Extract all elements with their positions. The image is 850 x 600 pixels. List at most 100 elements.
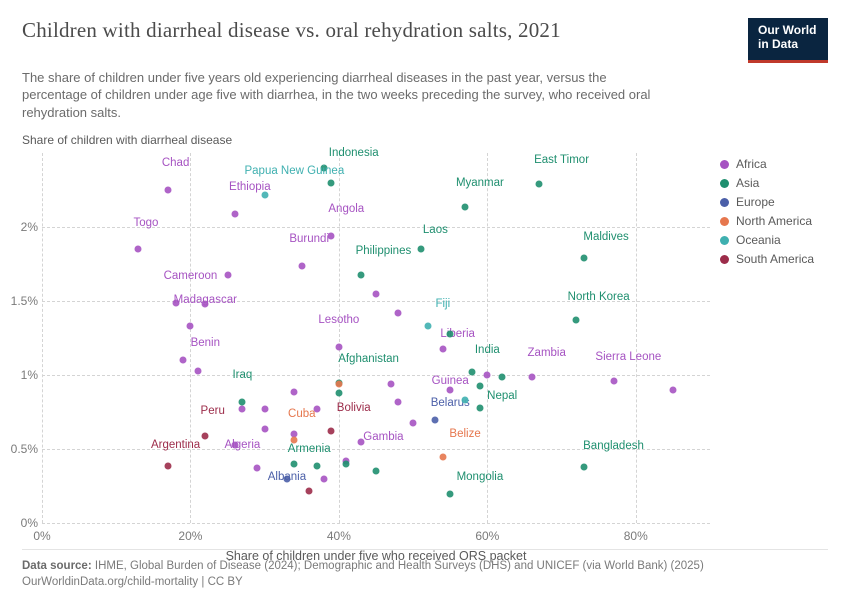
x-tick-label: 40% xyxy=(327,529,351,543)
data-point[interactable] xyxy=(187,323,194,330)
footer: Data source: IHME, Global Burden of Dise… xyxy=(22,549,828,590)
scatter-chart: Share of children with diarrheal disease… xyxy=(22,135,828,565)
data-point[interactable] xyxy=(432,416,439,423)
x-tick-label: 0% xyxy=(33,529,50,543)
legend-item[interactable]: Asia xyxy=(720,176,828,190)
gridline-vertical xyxy=(190,153,191,523)
point-label: Nepal xyxy=(487,390,517,402)
data-point[interactable] xyxy=(254,465,261,472)
data-point[interactable] xyxy=(669,387,676,394)
data-point[interactable] xyxy=(283,475,290,482)
data-point[interactable] xyxy=(462,397,469,404)
data-point[interactable] xyxy=(410,419,417,426)
data-point[interactable] xyxy=(335,389,342,396)
data-point[interactable] xyxy=(165,462,172,469)
data-point[interactable] xyxy=(395,310,402,317)
data-point[interactable] xyxy=(180,357,187,364)
data-point[interactable] xyxy=(172,299,179,306)
data-point[interactable] xyxy=(580,463,587,470)
data-point[interactable] xyxy=(231,441,238,448)
data-point[interactable] xyxy=(194,367,201,374)
data-point[interactable] xyxy=(573,317,580,324)
data-point[interactable] xyxy=(528,373,535,380)
data-point[interactable] xyxy=(224,271,231,278)
legend-label: Africa xyxy=(736,157,767,171)
data-point[interactable] xyxy=(291,388,298,395)
data-point[interactable] xyxy=(536,181,543,188)
y-tick-label: 0.5% xyxy=(10,442,38,456)
data-point[interactable] xyxy=(484,372,491,379)
data-point[interactable] xyxy=(424,323,431,330)
data-point[interactable] xyxy=(387,381,394,388)
data-point[interactable] xyxy=(469,369,476,376)
data-point[interactable] xyxy=(328,428,335,435)
data-point[interactable] xyxy=(321,475,328,482)
data-point[interactable] xyxy=(298,262,305,269)
data-point[interactable] xyxy=(580,255,587,262)
data-point[interactable] xyxy=(476,404,483,411)
gridline-vertical xyxy=(339,153,340,523)
legend-item[interactable]: Oceania xyxy=(720,233,828,247)
gridline-vertical xyxy=(487,153,488,523)
point-label: Sierra Leone xyxy=(595,351,661,363)
data-point[interactable] xyxy=(231,210,238,217)
x-tick-label: 60% xyxy=(475,529,499,543)
data-point[interactable] xyxy=(447,490,454,497)
data-point[interactable] xyxy=(335,381,342,388)
point-label: Chad xyxy=(162,157,190,169)
data-point[interactable] xyxy=(291,461,298,468)
legend-item[interactable]: South America xyxy=(720,252,828,266)
data-point[interactable] xyxy=(306,487,313,494)
footer-license: CC BY xyxy=(208,576,243,588)
data-point[interactable] xyxy=(358,271,365,278)
x-tick-label: 20% xyxy=(178,529,202,543)
legend-label: North America xyxy=(736,214,812,228)
data-point[interactable] xyxy=(462,203,469,210)
subtitle: The share of children under five years o… xyxy=(22,69,662,122)
data-point[interactable] xyxy=(447,330,454,337)
data-point[interactable] xyxy=(313,462,320,469)
data-point[interactable] xyxy=(447,387,454,394)
footer-link: OurWorldinData.org/child-mortality xyxy=(22,576,198,588)
data-point[interactable] xyxy=(476,382,483,389)
legend-item[interactable]: North America xyxy=(720,214,828,228)
y-axis-title: Share of children with diarrheal disease xyxy=(22,133,232,147)
gridline-vertical xyxy=(636,153,637,523)
data-point[interactable] xyxy=(439,345,446,352)
point-label: Bangladesh xyxy=(583,440,644,452)
data-point[interactable] xyxy=(261,191,268,198)
data-point[interactable] xyxy=(373,290,380,297)
data-point[interactable] xyxy=(313,406,320,413)
data-point[interactable] xyxy=(610,378,617,385)
data-point[interactable] xyxy=(417,246,424,253)
data-point[interactable] xyxy=(261,425,268,432)
data-point[interactable] xyxy=(321,165,328,172)
data-point[interactable] xyxy=(328,179,335,186)
data-point[interactable] xyxy=(358,438,365,445)
data-point[interactable] xyxy=(202,301,209,308)
point-label: Liberia xyxy=(440,328,475,340)
data-point[interactable] xyxy=(135,246,142,253)
point-label: Burundi xyxy=(289,233,329,245)
legend-swatch xyxy=(720,217,729,226)
legend-item[interactable]: Europe xyxy=(720,195,828,209)
data-point[interactable] xyxy=(239,406,246,413)
data-point[interactable] xyxy=(239,398,246,405)
data-point[interactable] xyxy=(261,406,268,413)
data-point[interactable] xyxy=(291,437,298,444)
point-label: Afghanistan xyxy=(338,353,399,365)
data-point[interactable] xyxy=(202,432,209,439)
data-point[interactable] xyxy=(328,233,335,240)
point-label: Belize xyxy=(449,428,480,440)
data-point[interactable] xyxy=(165,187,172,194)
legend-item[interactable]: Africa xyxy=(720,157,828,171)
point-label: Papua New Guinea xyxy=(244,165,344,177)
data-point[interactable] xyxy=(499,373,506,380)
data-point[interactable] xyxy=(439,453,446,460)
data-point[interactable] xyxy=(343,461,350,468)
y-tick-label: 1% xyxy=(10,368,38,382)
data-point[interactable] xyxy=(373,468,380,475)
data-point[interactable] xyxy=(335,344,342,351)
data-point[interactable] xyxy=(395,398,402,405)
legend-swatch xyxy=(720,236,729,245)
